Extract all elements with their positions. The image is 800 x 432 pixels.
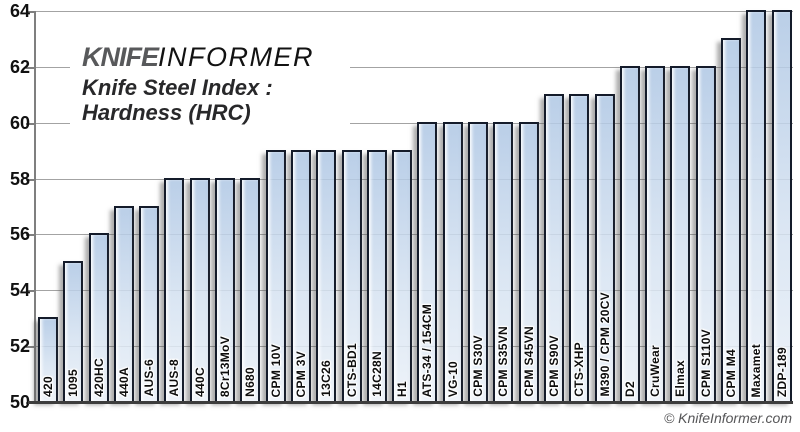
bar-label: ZDP-189 (774, 346, 789, 397)
gridline-60 (35, 123, 793, 124)
bar-m390-cpm-20cv: M390 / CPM 20CV (594, 93, 615, 401)
bar-label: 14C28N (369, 351, 384, 397)
bar-cruwear: CruWear (645, 65, 666, 401)
y-axis-label-64: 64 (9, 1, 30, 21)
chart-title-line2: Hardness (HRC) (82, 100, 251, 125)
y-tick-62 (26, 67, 35, 69)
bar-14c28n: 14C28N (366, 149, 387, 401)
bar-label: 420 (41, 376, 55, 397)
bar-cpm-s30v: CPM S30V (468, 121, 489, 401)
y-tick-64 (26, 11, 35, 13)
bar-label: 420HC (91, 358, 106, 397)
bar-8cr13mov: 8Cr13MoV (215, 177, 236, 401)
gridline-58 (35, 179, 793, 180)
bar-cpm-s110v: CPM S110V (695, 65, 716, 401)
y-axis-label-54: 54 (9, 280, 30, 300)
bar-label: CruWear (648, 345, 663, 397)
bar-cpm-3v: CPM 3V (290, 149, 311, 401)
bar-label: D2 (622, 381, 637, 397)
bar-label: CPM S45VN (521, 326, 536, 397)
y-axis-line (34, 11, 36, 404)
bar-label: Elmax (673, 360, 688, 397)
bar-cts-bd1: CTS-BD1 (341, 149, 362, 401)
chart-title: Knife Steel Index : Hardness (HRC) (82, 75, 350, 125)
gridline-62 (35, 67, 793, 68)
y-tick-54 (26, 290, 35, 292)
bar-label: 13C26 (319, 360, 334, 397)
y-axis-label-62: 62 (9, 57, 30, 77)
bar-zdp-189: ZDP-189 (771, 10, 792, 401)
y-axis-label-58: 58 (9, 169, 30, 189)
bar-label: 8Cr13MoV (218, 335, 233, 397)
bar-label: CPM S110V (698, 328, 713, 397)
bar-420: 420 (38, 317, 58, 401)
bar-maxamet: Maxamet (746, 10, 767, 401)
bar-vg-10: VG-10 (442, 121, 463, 401)
bar-1095: 1095 (63, 261, 84, 401)
bar-label: Maxamet (749, 343, 764, 397)
bar-label: AUS-6 (142, 359, 157, 397)
y-tick-56 (26, 234, 35, 236)
y-tick-52 (26, 346, 35, 348)
bar-cpm-10v: CPM 10V (265, 149, 286, 401)
bar-elmax: Elmax (670, 65, 691, 401)
bar-cpm-s45vn: CPM S45VN (518, 121, 539, 401)
y-axis-label-60: 60 (9, 113, 30, 133)
y-axis-label-56: 56 (9, 224, 30, 244)
bar-label: 1095 (66, 369, 81, 397)
bar-aus-8: AUS-8 (164, 177, 185, 401)
bar-label: CPM M4 (724, 348, 739, 397)
bar-cts-xhp: CTS-XHP (569, 93, 590, 401)
bar-label: ATS-34 / 154CM (420, 303, 435, 397)
bar-cpm-m4: CPM M4 (721, 37, 742, 401)
bar-label: CPM 3V (293, 350, 308, 397)
y-tick-60 (26, 123, 35, 125)
bar-cpm-s35vn: CPM S35VN (493, 121, 514, 401)
bar-d2: D2 (619, 65, 640, 401)
bar-ats-34-154cm: ATS-34 / 154CM (417, 121, 438, 401)
bar-label: CTS-BD1 (344, 342, 359, 397)
bar-aus-6: AUS-6 (139, 205, 160, 401)
bar-label: 440A (116, 367, 131, 397)
bar-440c: 440C (189, 177, 210, 401)
bar-cpm-s90v: CPM S90V (543, 93, 564, 401)
bar-label: VG-10 (445, 360, 460, 397)
bar-label: CPM S30V (471, 335, 486, 397)
copyright-text: © KnifeInformer.com (663, 410, 792, 426)
bar-label: N680 (243, 367, 258, 397)
bar-n680: N680 (240, 177, 261, 401)
logo-title-block: KNIFEINFORMER Knife Steel Index : Hardne… (70, 42, 350, 139)
bar-label: M390 / CPM 20CV (597, 292, 612, 397)
bar-label: H1 (395, 381, 410, 397)
bar-440a: 440A (113, 205, 134, 401)
y-axis-label-50: 50 (9, 392, 30, 412)
gridline-52 (35, 346, 793, 347)
bars-container: 420 1095 420HC 440A AUS-6 AUS-8 440C 8Cr13MoV N6… (38, 0, 792, 401)
bar-label: AUS-8 (167, 359, 182, 397)
bar-420hc: 420HC (88, 233, 109, 401)
bar-label: CPM S35VN (496, 326, 511, 397)
y-axis-label-52: 52 (9, 336, 30, 356)
knifeinformer-logo: KNIFEINFORMER (82, 42, 350, 72)
y-tick-58 (26, 179, 35, 181)
gridline-56 (35, 234, 793, 235)
chart-title-line1: Knife Steel Index : (82, 75, 273, 100)
bar-label: CTS-XHP (572, 342, 587, 397)
bar-13c26: 13C26 (316, 149, 337, 401)
logo-informer: INFORMER (158, 42, 314, 72)
bar-h1: H1 (392, 149, 413, 401)
gridline-64 (35, 11, 793, 12)
bar-label: CPM S90V (546, 335, 561, 397)
x-axis-baseline (28, 401, 793, 404)
logo-knife: KNIFE (82, 42, 159, 72)
bar-label: CPM 10V (268, 343, 283, 397)
bar-label: 440C (192, 367, 207, 397)
gridline-54 (35, 290, 793, 291)
